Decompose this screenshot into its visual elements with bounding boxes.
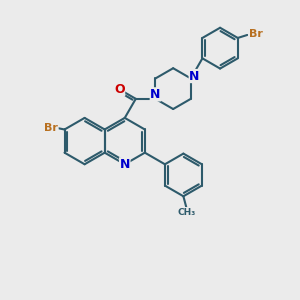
Text: Br: Br [44, 123, 58, 133]
Text: N: N [189, 70, 200, 83]
Text: N: N [150, 88, 161, 101]
Text: N: N [120, 158, 130, 171]
Text: O: O [114, 83, 125, 96]
Text: CH₃: CH₃ [177, 208, 196, 217]
Text: Br: Br [249, 29, 262, 39]
